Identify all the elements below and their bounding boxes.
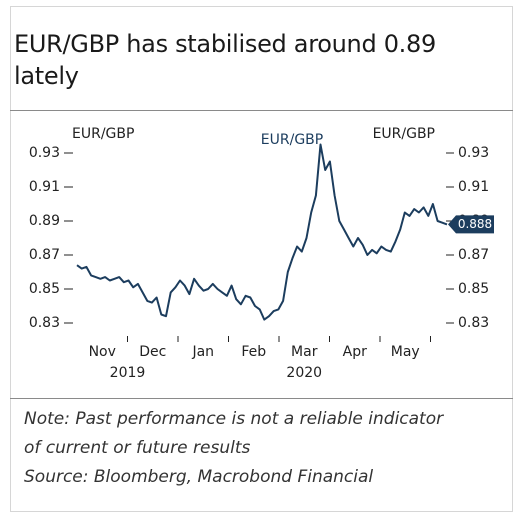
y-tick-label: 0.83 [29,315,60,331]
right-axis-label: EUR/GBP [373,126,435,142]
last-value-marker: 0.888 [448,215,494,234]
note: Source: Bloomberg, Macrobond Financial [24,467,374,487]
y-tick-label: 0.91 [29,179,60,195]
x-tick-label: May [391,344,420,360]
note: of current or future results [24,438,251,458]
x-tick-label: Apr [343,344,367,360]
note: Note: Past performance is not a reliable… [24,409,444,429]
notes: Note: Past performance is not a reliable… [24,405,514,492]
x-tick-label: Mar [291,344,318,360]
y-tick-label: 0.89 [29,213,60,229]
last-value-label: 0.888 [458,217,492,231]
y2-tick-label: 0.85 [458,281,489,297]
y-tick-label: 0.93 [29,145,60,161]
x-year-label: 2019 [110,365,146,381]
series-line [76,143,448,321]
y2-tick-label: 0.91 [458,179,489,195]
y2-tick-label: 0.87 [458,247,489,263]
x-tick-label: Nov [89,344,116,360]
y-tick-label: 0.87 [29,247,60,263]
series-label: EUR/GBP [261,132,323,148]
y-tick-label: 0.85 [29,281,60,297]
x-tick-label: Dec [139,344,166,360]
title: EUR/GBP has stabilised around 0.89 latel… [14,30,436,90]
y2-tick-label: 0.93 [458,145,489,161]
x-tick-label: Feb [241,344,266,360]
left-axis-label: EUR/GBP [72,126,134,142]
x-year-label: 2020 [286,365,322,381]
rule [10,398,513,399]
rule [10,110,513,111]
frame [10,6,513,512]
y2-tick-label: 0.83 [458,315,489,331]
last-value-box [448,215,494,234]
x-tick-label: Jan [191,344,214,360]
